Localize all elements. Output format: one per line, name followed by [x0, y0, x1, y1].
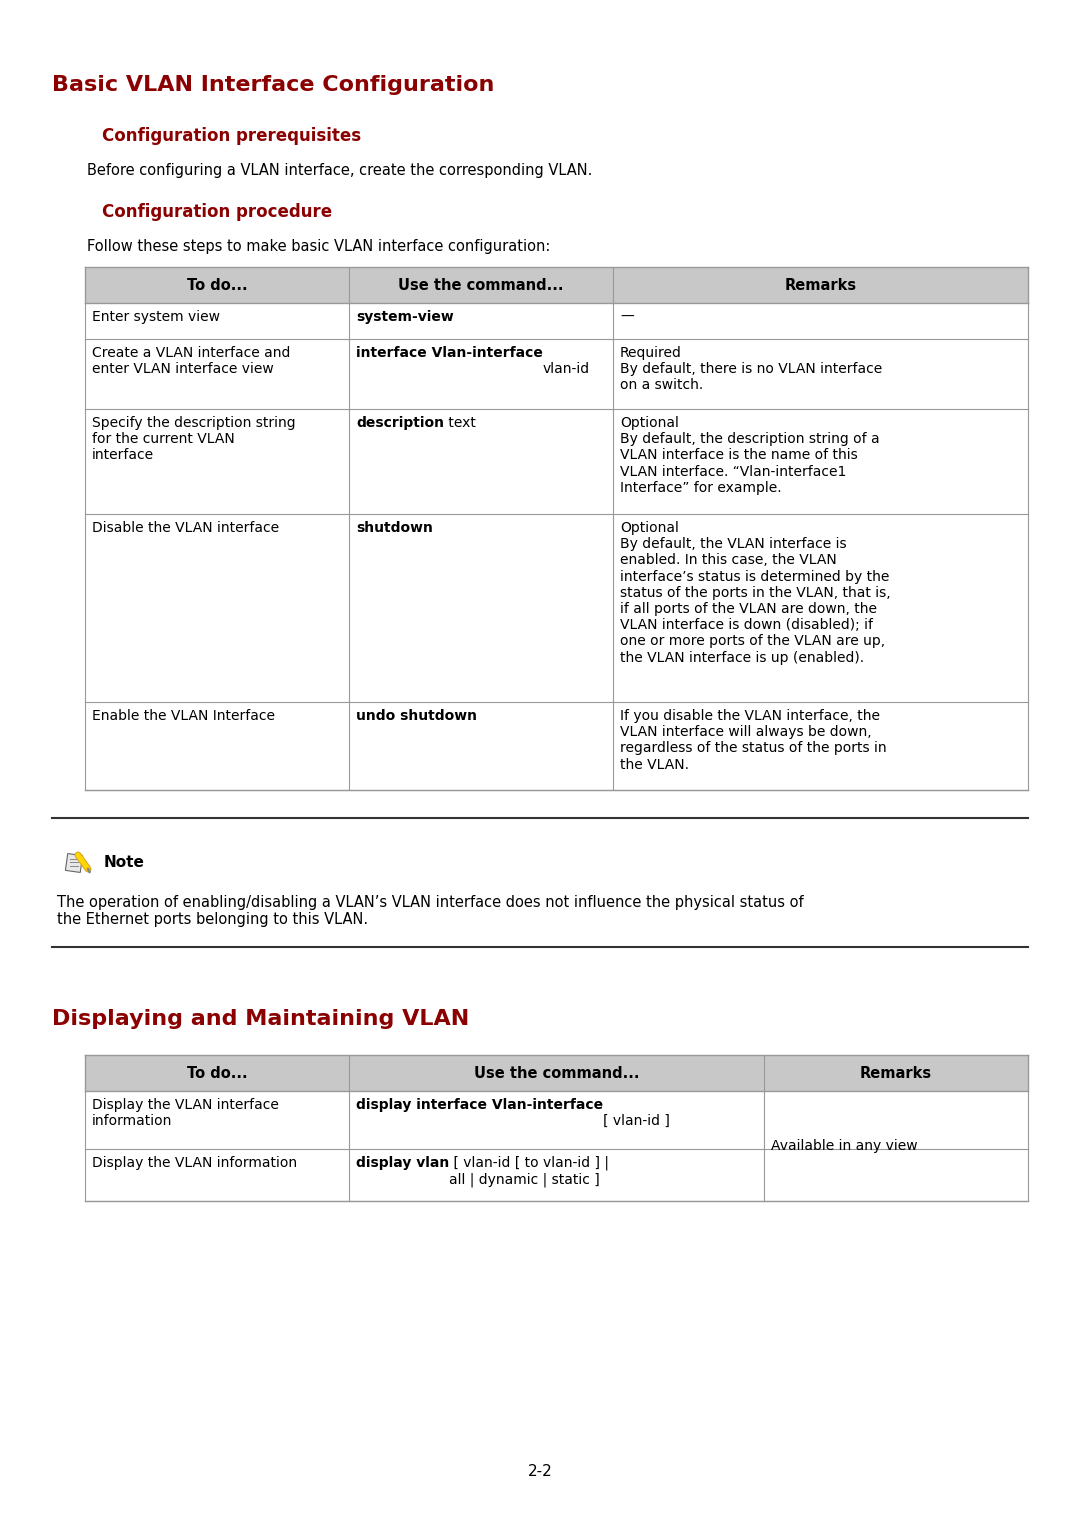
Bar	[85, 515, 1028, 702]
Text: Required
By default, there is no VLAN interface
on a switch.: Required By default, there is no VLAN in…	[620, 347, 882, 392]
Text: Remarks: Remarks	[784, 278, 856, 293]
Text: Remarks: Remarks	[860, 1066, 932, 1081]
Text: Basic VLAN Interface Configuration: Basic VLAN Interface Configuration	[52, 75, 495, 95]
Text: interface Vlan-interface: interface Vlan-interface	[356, 347, 543, 360]
Text: vlan-id: vlan-id	[543, 347, 590, 376]
Text: display interface Vlan-interface: display interface Vlan-interface	[356, 1098, 603, 1112]
Bar	[85, 302, 1028, 339]
Text: text: text	[444, 415, 476, 431]
Text: Optional
By default, the VLAN interface is
enabled. In this case, the VLAN
inter: Optional By default, the VLAN interface …	[620, 521, 891, 664]
Text: The operation of enabling/disabling a VLAN’s VLAN interface does not influence t: The operation of enabling/disabling a VL…	[57, 895, 804, 927]
Text: Enable the VLAN Interface: Enable the VLAN Interface	[92, 709, 275, 722]
Text: If you disable the VLAN interface, the
VLAN interface will always be down,
regar: If you disable the VLAN interface, the V…	[620, 709, 887, 771]
Bar	[85, 267, 1028, 302]
Text: Display the VLAN interface
information: Display the VLAN interface information	[92, 1098, 279, 1128]
Text: [ vlan-id [ to vlan-id ] |
all | dynamic | static ]: [ vlan-id [ to vlan-id ] | all | dynamic…	[449, 1156, 609, 1186]
Text: undo shutdown: undo shutdown	[356, 709, 477, 722]
Text: Enter system view: Enter system view	[92, 310, 220, 324]
Text: display vlan: display vlan	[356, 1156, 449, 1170]
Text: Use the command...: Use the command...	[399, 278, 564, 293]
Text: Configuration procedure: Configuration procedure	[102, 203, 333, 221]
Text: description: description	[356, 415, 444, 431]
Text: Note: Note	[104, 855, 145, 870]
Bar	[85, 339, 1028, 409]
Text: Optional
By default, the description string of a
VLAN interface is the name of t: Optional By default, the description str…	[620, 415, 880, 495]
Text: Create a VLAN interface and
enter VLAN interface view: Create a VLAN interface and enter VLAN i…	[92, 347, 291, 376]
Text: —: —	[620, 310, 634, 324]
Bar	[85, 1055, 1028, 1090]
Text: 2-2: 2-2	[528, 1464, 552, 1480]
Text: To do...: To do...	[187, 1066, 247, 1081]
Text: Disable the VLAN interface: Disable the VLAN interface	[92, 521, 279, 534]
Text: Use the command...: Use the command...	[474, 1066, 639, 1081]
Text: Display the VLAN information: Display the VLAN information	[92, 1156, 297, 1170]
Bar	[85, 1090, 1028, 1148]
Bar	[85, 702, 1028, 789]
Text: Before configuring a VLAN interface, create the corresponding VLAN.: Before configuring a VLAN interface, cre…	[87, 163, 592, 179]
Bar	[85, 1148, 1028, 1202]
Text: shutdown: shutdown	[356, 521, 433, 534]
Text: [ vlan-id ]: [ vlan-id ]	[603, 1098, 670, 1128]
Text: Configuration prerequisites: Configuration prerequisites	[102, 127, 361, 145]
Text: system-view: system-view	[356, 310, 454, 324]
Text: To do...: To do...	[187, 278, 247, 293]
Bar	[66, 854, 82, 872]
Text: Displaying and Maintaining VLAN: Displaying and Maintaining VLAN	[52, 1009, 469, 1029]
Text: Follow these steps to make basic VLAN interface configuration:: Follow these steps to make basic VLAN in…	[87, 240, 551, 253]
Bar	[85, 409, 1028, 515]
Text: Specify the description string
for the current VLAN
interface: Specify the description string for the c…	[92, 415, 296, 463]
Text: Available in any view: Available in any view	[771, 1139, 918, 1153]
